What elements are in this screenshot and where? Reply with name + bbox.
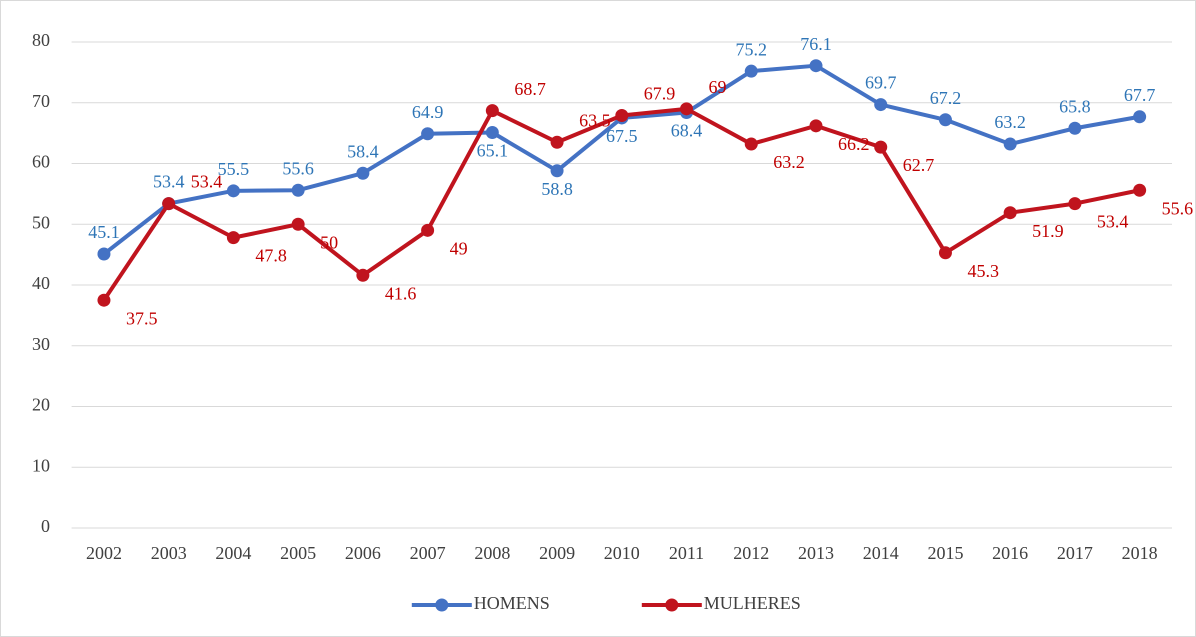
- point: [1133, 183, 1147, 197]
- x-tick-label: 2018: [1122, 543, 1158, 563]
- y-tick-label: 10: [32, 455, 50, 475]
- point: [938, 246, 952, 260]
- point: [1133, 110, 1147, 124]
- data-label: 69.7: [865, 73, 897, 93]
- point: [356, 268, 370, 282]
- data-label: 49: [450, 238, 468, 258]
- data-label: 62.7: [903, 155, 935, 175]
- point: [615, 109, 629, 123]
- legend-marker: [665, 598, 679, 612]
- data-label: 41.6: [385, 283, 417, 303]
- x-tick-label: 2006: [345, 543, 381, 563]
- data-label: 68.4: [671, 121, 703, 141]
- data-label: 53.4: [1097, 212, 1129, 232]
- y-tick-label: 50: [32, 212, 50, 232]
- point: [680, 102, 694, 116]
- point: [226, 184, 240, 198]
- data-label: 65.8: [1059, 96, 1091, 116]
- data-label: 67.2: [930, 88, 962, 108]
- point: [97, 247, 111, 261]
- data-label: 64.9: [412, 102, 444, 122]
- data-label: 45.3: [967, 261, 999, 281]
- point: [485, 104, 499, 118]
- x-tick-label: 2011: [669, 543, 704, 563]
- data-label: 45.1: [88, 222, 120, 242]
- legend-marker: [435, 598, 449, 612]
- x-tick-label: 2002: [86, 543, 122, 563]
- x-tick-label: 2017: [1057, 543, 1093, 563]
- data-label: 55.6: [282, 158, 314, 178]
- legend-label: MULHERES: [704, 593, 801, 613]
- data-label: 58.8: [541, 179, 573, 199]
- x-tick-label: 2009: [539, 543, 575, 563]
- data-label: 65.1: [477, 141, 509, 161]
- point: [1003, 137, 1017, 151]
- y-tick-label: 40: [32, 273, 50, 293]
- point: [744, 64, 758, 78]
- y-tick-label: 80: [32, 30, 50, 50]
- data-label: 67.7: [1124, 85, 1156, 105]
- y-tick-label: 20: [32, 395, 50, 415]
- point: [485, 126, 499, 140]
- point: [356, 166, 370, 180]
- x-tick-label: 2007: [410, 543, 446, 563]
- data-label: 63.2: [994, 112, 1026, 132]
- point: [809, 119, 823, 133]
- point: [938, 113, 952, 127]
- data-label: 58.4: [347, 141, 379, 161]
- point: [421, 127, 435, 141]
- x-tick-label: 2010: [604, 543, 640, 563]
- point: [1068, 121, 1082, 135]
- x-tick-label: 2016: [992, 543, 1028, 563]
- point: [226, 231, 240, 245]
- x-tick-label: 2013: [798, 543, 834, 563]
- legend-label: HOMENS: [474, 593, 550, 613]
- point: [97, 293, 111, 307]
- point: [162, 197, 176, 211]
- y-tick-label: 30: [32, 334, 50, 354]
- point: [1068, 197, 1082, 211]
- x-tick-label: 2004: [215, 543, 251, 563]
- data-label: 50: [320, 232, 338, 252]
- point: [421, 223, 435, 237]
- data-label: 75.2: [736, 39, 768, 59]
- data-label: 66.2: [838, 134, 870, 154]
- data-label: 69: [709, 77, 727, 97]
- data-label: 63.2: [773, 152, 805, 172]
- point: [809, 59, 823, 73]
- x-tick-label: 2003: [151, 543, 187, 563]
- point: [874, 98, 888, 112]
- y-tick-label: 0: [41, 516, 50, 536]
- x-tick-label: 2015: [927, 543, 963, 563]
- y-tick-label: 60: [32, 152, 50, 172]
- data-label: 53.4: [153, 172, 185, 192]
- point: [1003, 206, 1017, 220]
- data-label: 63.5: [579, 110, 611, 130]
- data-label: 51.9: [1032, 221, 1064, 241]
- point: [291, 183, 305, 197]
- data-label: 67.9: [644, 84, 676, 104]
- point: [874, 140, 888, 154]
- y-tick-label: 70: [32, 91, 50, 111]
- x-tick-label: 2008: [474, 543, 510, 563]
- x-tick-label: 2012: [733, 543, 769, 563]
- data-label: 37.5: [126, 308, 158, 328]
- data-label: 55.5: [218, 159, 250, 179]
- data-label: 67.5: [606, 126, 638, 146]
- data-label: 68.7: [514, 79, 546, 99]
- point: [744, 137, 758, 151]
- point: [550, 164, 564, 178]
- point: [550, 135, 564, 149]
- data-label: 55.6: [1162, 198, 1194, 218]
- x-tick-label: 2014: [863, 543, 899, 563]
- data-label: 47.8: [255, 246, 287, 266]
- data-label: 53.4: [191, 172, 223, 192]
- data-label: 76.1: [800, 34, 832, 54]
- x-tick-label: 2005: [280, 543, 316, 563]
- point: [291, 217, 305, 231]
